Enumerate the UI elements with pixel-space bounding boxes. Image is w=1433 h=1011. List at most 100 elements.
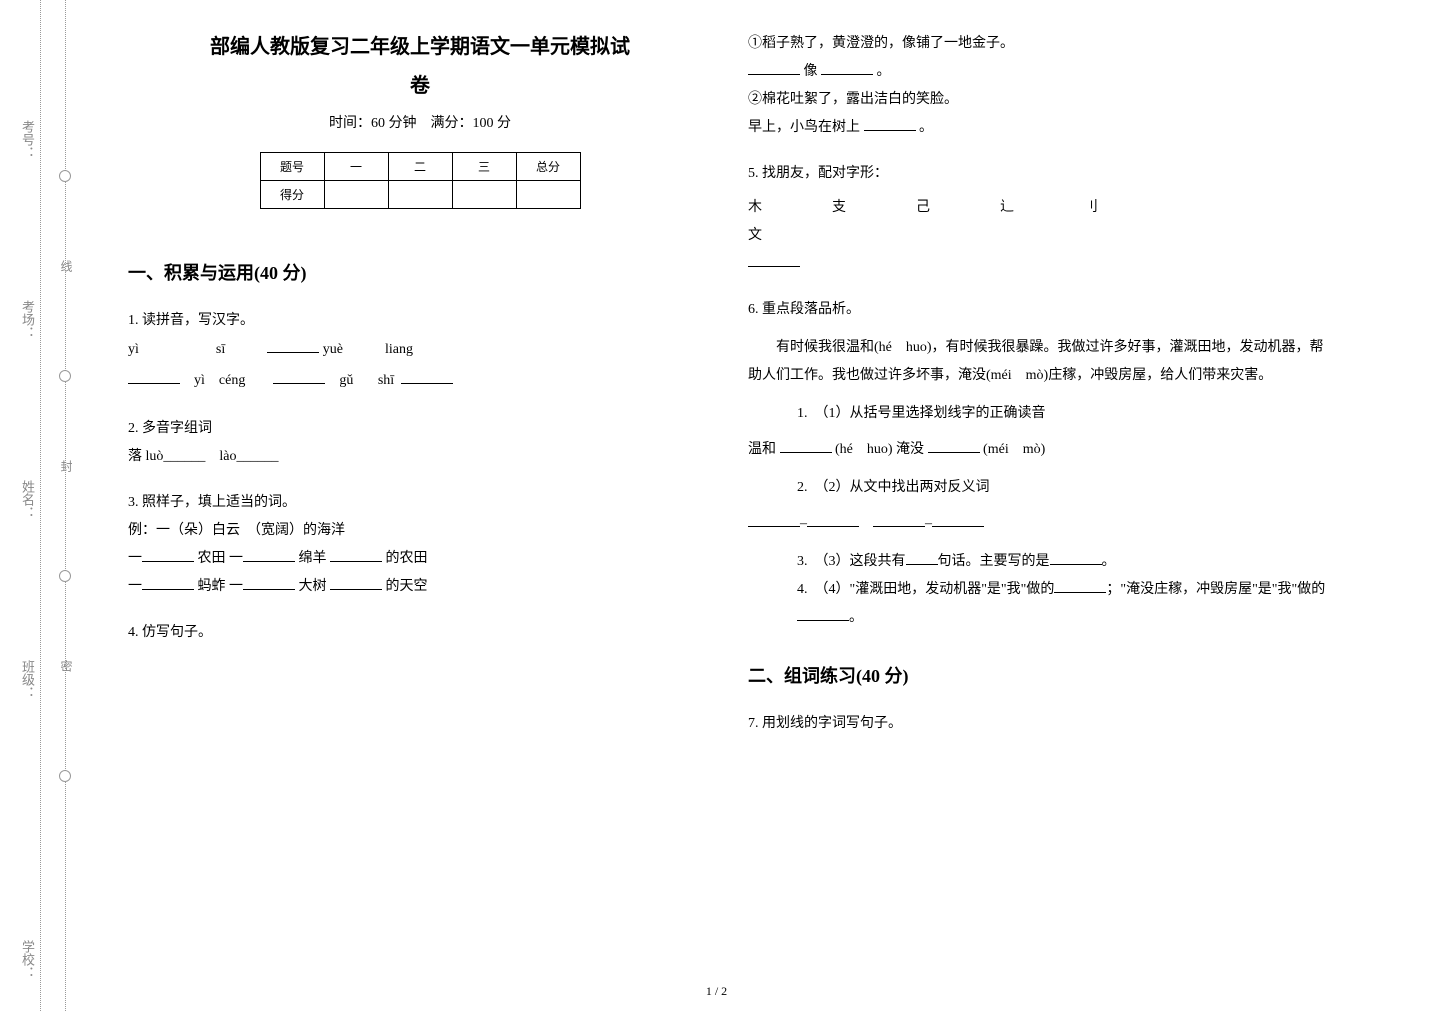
right-column: ①稻子熟了，黄澄澄的，像铺了一地金子。 像 。 ②棉花吐絮了，露出洁白的笑脸。 … bbox=[730, 30, 1350, 756]
sub-q: 1. （1）从括号里选择划线字的正确读音 bbox=[748, 400, 1332, 428]
answer-blank[interactable] bbox=[142, 548, 194, 562]
pinyin: gǔ bbox=[339, 373, 353, 388]
text: 早上，小鸟在树上 bbox=[748, 120, 860, 135]
question-5: 5. 找朋友，配对字形： 木 支 己 辶 刂 文 bbox=[748, 160, 1332, 278]
pinyin: liang bbox=[385, 342, 413, 357]
pinyin: shī bbox=[378, 373, 394, 388]
q-stem: 7. 用划线的字词写句子。 bbox=[748, 710, 1332, 738]
question-2: 2. 多音字组词 落 luò______ lào______ bbox=[128, 415, 712, 471]
pinyin: céng bbox=[219, 373, 245, 388]
answer-blank[interactable] bbox=[797, 607, 849, 621]
answer-blank-row bbox=[748, 250, 1332, 278]
answer-blank[interactable] bbox=[1050, 551, 1102, 565]
answer-blank[interactable] bbox=[864, 117, 916, 131]
score-table: 题号 一 二 三 总分 得分 bbox=[260, 152, 581, 209]
answer-blank[interactable] bbox=[932, 513, 984, 527]
col-head: 三 bbox=[452, 153, 516, 181]
answer-blank[interactable] bbox=[128, 370, 180, 384]
question-4: 4. 仿写句子。 bbox=[128, 619, 712, 647]
page-body: 部编人教版复习二年级上学期语文一单元模拟试 卷 时间：60 分钟 满分：100 … bbox=[0, 0, 1433, 756]
q-stem: 1. 读拼音，写汉字。 bbox=[128, 307, 712, 335]
text: 温和 bbox=[748, 442, 776, 457]
text: 句话。主要写的是 bbox=[938, 554, 1050, 569]
radical: 木 bbox=[748, 194, 762, 222]
answer-blank[interactable] bbox=[267, 339, 319, 353]
section-heading: 一、积累与运用(40 分) bbox=[128, 259, 712, 285]
exam-meta: 时间：60 分钟 满分：100 分 bbox=[128, 112, 712, 132]
q-stem: 6. 重点段落品析。 bbox=[748, 296, 1332, 324]
binding-strip: 线 封 密 考号： 考场： 姓名： 班级： 学校： bbox=[0, 0, 90, 1011]
answer-blank[interactable] bbox=[243, 576, 295, 590]
answer-blank[interactable] bbox=[748, 61, 800, 75]
sub-q: 4. （4）"灌溉田地，发动机器"是"我"做的；"淹没庄稼，冲毁房屋"是"我"做… bbox=[748, 576, 1332, 632]
binding-label: 考号： bbox=[18, 120, 37, 159]
exam-title-1: 部编人教版复习二年级上学期语文一单元模拟试 bbox=[128, 30, 712, 59]
list-num: 4. bbox=[797, 582, 808, 597]
pinyin: yuè bbox=[323, 342, 343, 357]
fold-label: 线 bbox=[58, 260, 75, 272]
q-line: 一 蚂蚱 一 大树 的天空 bbox=[128, 573, 712, 601]
page-number: 1 / 2 bbox=[706, 984, 727, 999]
answer-blank[interactable] bbox=[273, 370, 325, 384]
answer-blank[interactable] bbox=[873, 513, 925, 527]
radical: 己 bbox=[916, 194, 930, 222]
fold-label: 密 bbox=[58, 660, 75, 672]
score-cell bbox=[452, 181, 516, 209]
q-line: 落 luò______ lào______ bbox=[128, 443, 712, 471]
q-line: 早上，小鸟在树上 。 bbox=[748, 114, 1332, 142]
left-column: 部编人教版复习二年级上学期语文一单元模拟试 卷 时间：60 分钟 满分：100 … bbox=[110, 30, 730, 756]
answer-blank[interactable] bbox=[330, 576, 382, 590]
pinyin: sī bbox=[216, 342, 225, 357]
dotted-inner bbox=[40, 0, 41, 1011]
row-label: 题号 bbox=[260, 153, 324, 181]
list-num: 2. bbox=[797, 480, 808, 495]
text: 大树 bbox=[299, 579, 331, 594]
text: (méi mò) bbox=[983, 442, 1045, 457]
answer-blank[interactable] bbox=[807, 513, 859, 527]
text: 的天空 bbox=[386, 579, 428, 594]
q-line: ②棉花吐絮了，露出洁白的笑脸。 bbox=[748, 86, 1332, 114]
answer-blank[interactable] bbox=[780, 439, 832, 453]
radical: 辶 bbox=[1000, 194, 1014, 222]
answer-blank[interactable] bbox=[748, 513, 800, 527]
answer-blank[interactable] bbox=[330, 548, 382, 562]
text: 的农田 bbox=[386, 551, 428, 566]
answer-blank[interactable] bbox=[906, 551, 938, 565]
text: （3）这段共有 bbox=[822, 554, 906, 569]
pinyin-row: yì sī yuè liang bbox=[128, 335, 712, 366]
fold-circle bbox=[59, 170, 71, 182]
dotted-outer bbox=[65, 0, 66, 1011]
answer-blank[interactable] bbox=[748, 253, 800, 267]
answer-blank[interactable] bbox=[1054, 579, 1106, 593]
answer-blank[interactable] bbox=[401, 370, 453, 384]
table-row: 题号 一 二 三 总分 bbox=[260, 153, 580, 181]
text: 。 bbox=[1102, 554, 1116, 569]
binding-label: 班级： bbox=[18, 660, 37, 699]
text: 。 bbox=[849, 610, 863, 625]
section-heading: 二、组词练习(40 分) bbox=[748, 662, 1332, 688]
question-4-cont: ①稻子熟了，黄澄澄的，像铺了一地金子。 像 。 ②棉花吐絮了，露出洁白的笑脸。 … bbox=[748, 30, 1332, 142]
pinyin: yì bbox=[194, 373, 205, 388]
sub-line: 温和 (hé huo) 淹没 (méi mò) bbox=[748, 436, 1332, 464]
q-line: 像 。 bbox=[748, 58, 1332, 86]
answer-blank[interactable] bbox=[821, 61, 873, 75]
answer-blank[interactable] bbox=[243, 548, 295, 562]
radical: 文 bbox=[748, 228, 762, 243]
text: 一 bbox=[128, 551, 142, 566]
q-stem: 4. 仿写句子。 bbox=[128, 619, 712, 647]
exam-title-2: 卷 bbox=[128, 69, 712, 98]
q-stem: 2. 多音字组词 bbox=[128, 415, 712, 443]
text: 。 bbox=[919, 120, 933, 135]
radical: 刂 bbox=[1084, 194, 1098, 222]
fold-circle bbox=[59, 770, 71, 782]
list-num: 1. bbox=[797, 406, 808, 421]
answer-blank[interactable] bbox=[142, 576, 194, 590]
binding-label: 考场： bbox=[18, 300, 37, 339]
text: ；"淹没庄稼，冲毁房屋"是"我"做的 bbox=[1106, 582, 1325, 597]
q-example: 例：一（朵）白云 （宽阔）的海洋 bbox=[128, 517, 712, 545]
pinyin-row: yì céng gǔ shī bbox=[128, 366, 712, 397]
answer-blank[interactable] bbox=[928, 439, 980, 453]
score-cell bbox=[388, 181, 452, 209]
pinyin: yì bbox=[128, 342, 139, 357]
q-stem: 3. 照样子，填上适当的词。 bbox=[128, 489, 712, 517]
